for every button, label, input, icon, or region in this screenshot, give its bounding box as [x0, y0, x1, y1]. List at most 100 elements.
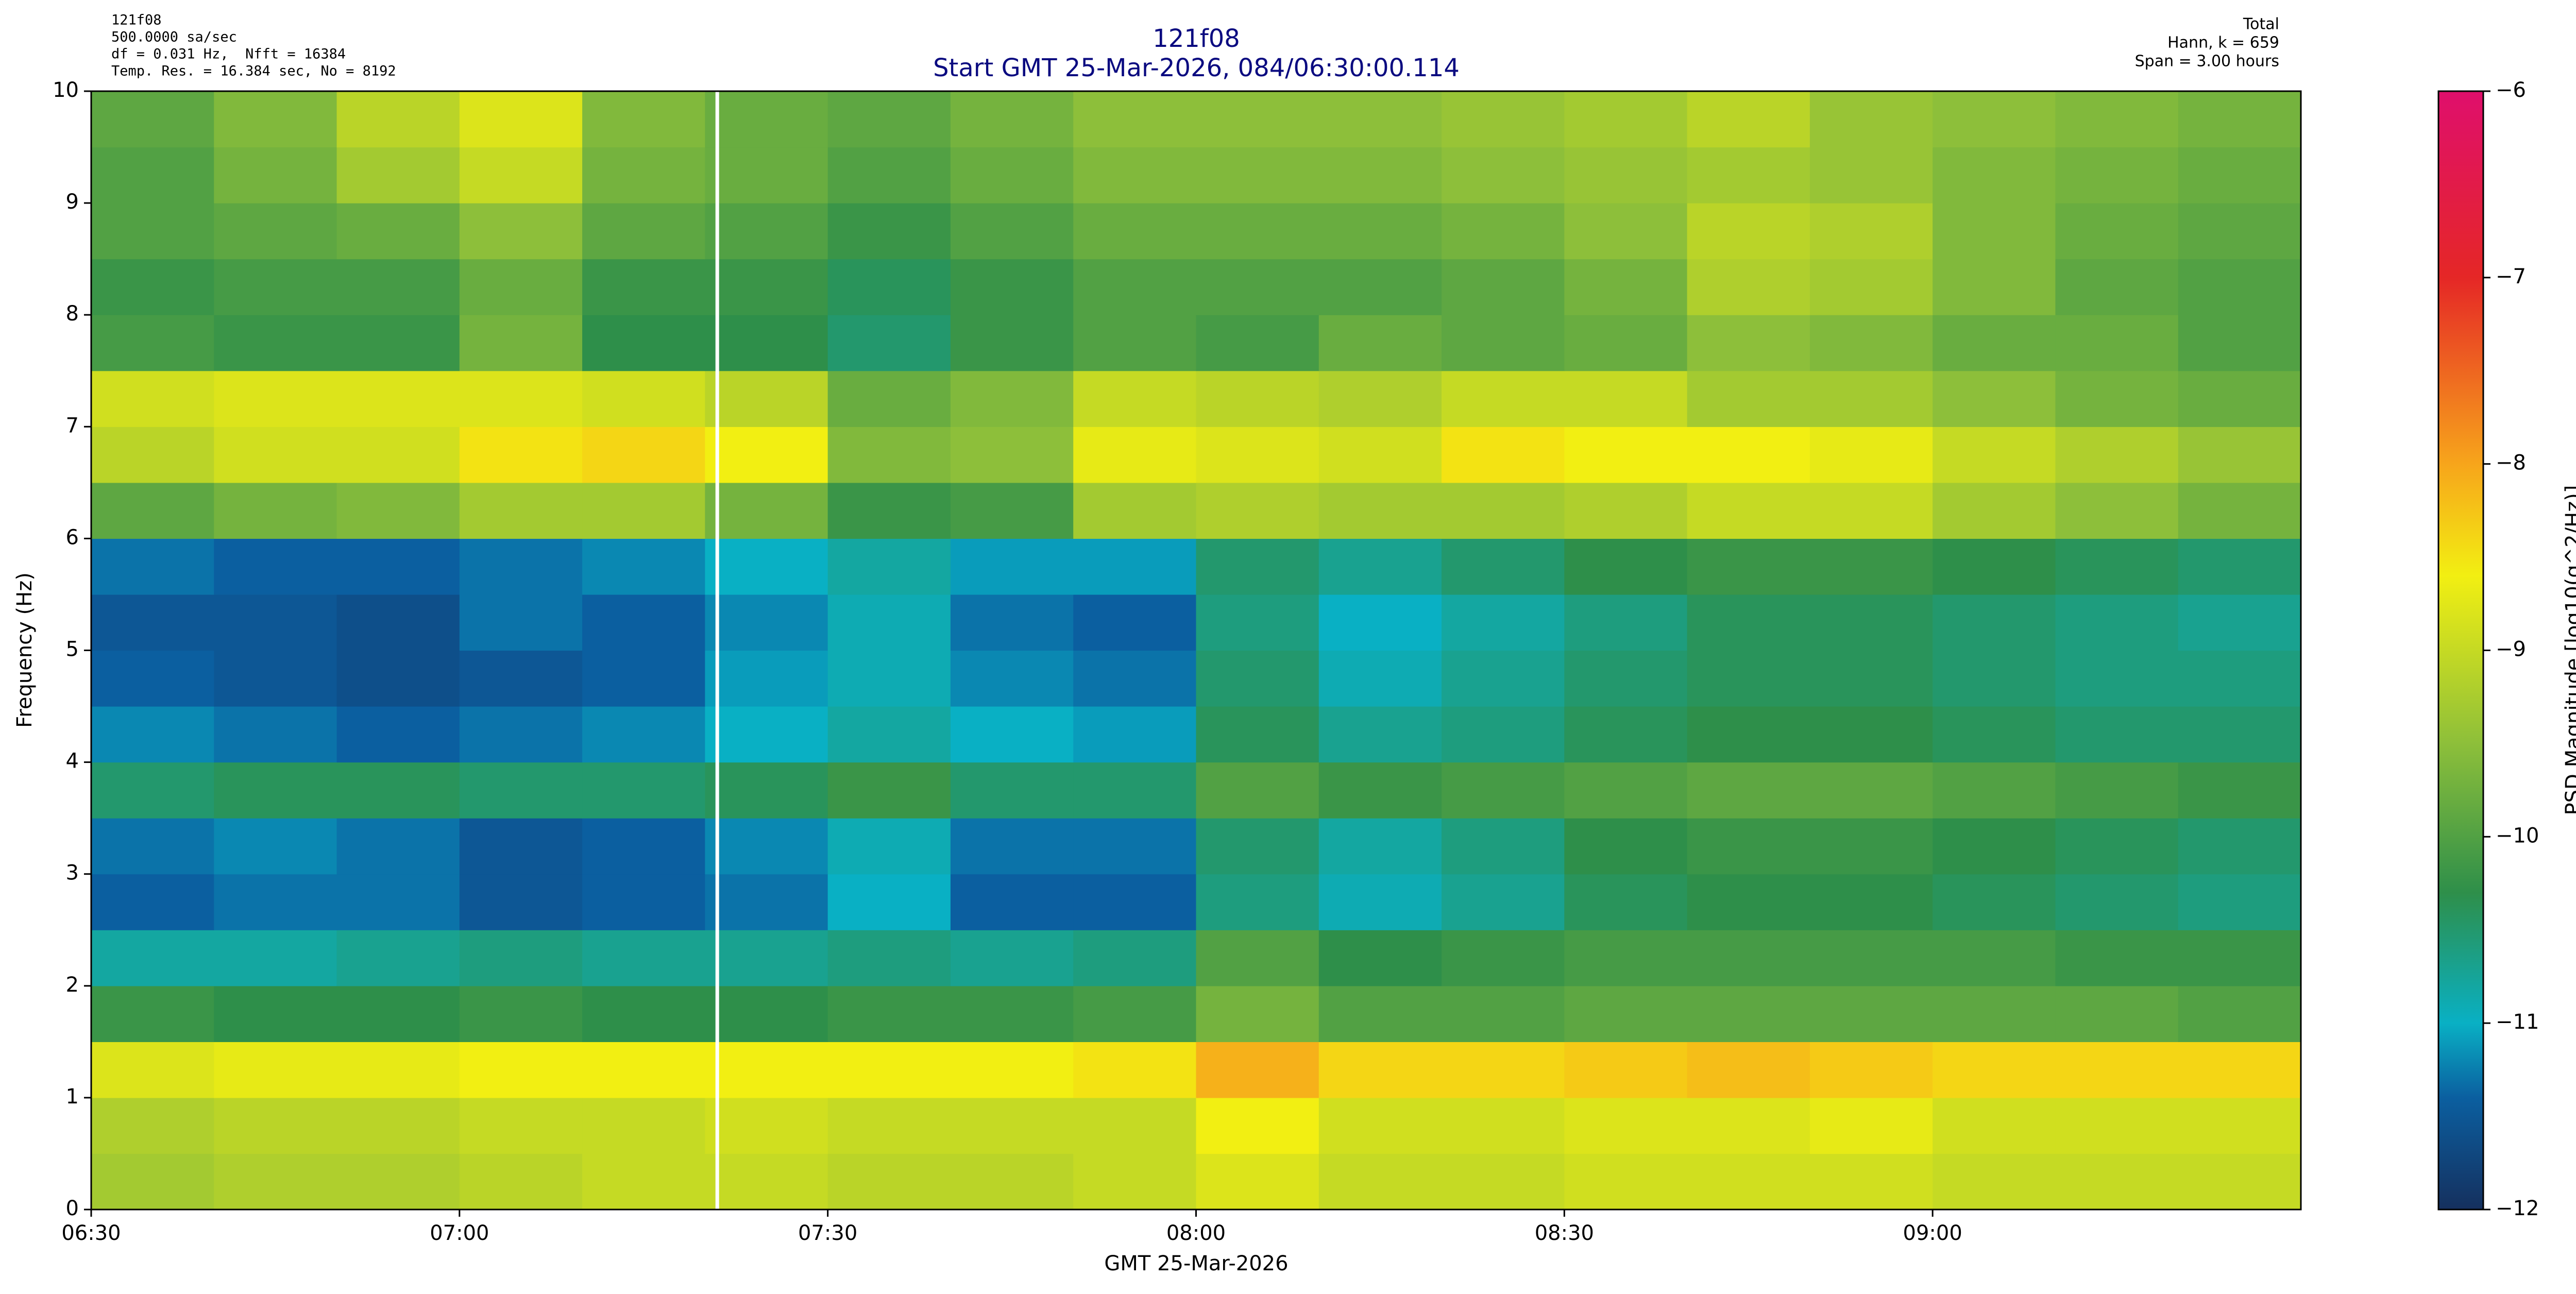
heatmap-cell: [827, 985, 951, 1042]
heatmap-cell: [2178, 147, 2301, 203]
heatmap-cell: [1687, 1153, 1810, 1210]
heatmap-cell: [1073, 315, 1197, 371]
heatmap-cell: [1564, 259, 1688, 315]
heatmap-cell: [950, 482, 1074, 539]
heatmap-cell: [2178, 1042, 2301, 1098]
heatmap-cell: [336, 315, 460, 371]
heatmap-cell: [1687, 203, 1810, 260]
heatmap-cell: [1564, 538, 1688, 595]
heatmap-cell: [1933, 1153, 2056, 1210]
heatmap-cell: [1933, 427, 2056, 483]
heatmap-cell: [1687, 259, 1810, 315]
heatmap-cell: [91, 594, 214, 651]
heatmap-cell: [1318, 1153, 1442, 1210]
heatmap-cell: [1073, 91, 1197, 148]
chart-subtitle: Start GMT 25-Mar-2026, 084/06:30:00.114: [933, 54, 1460, 82]
heatmap-cell: [1073, 650, 1197, 707]
heatmap-cell: [214, 427, 337, 483]
heatmap-cell: [1442, 538, 1565, 595]
heatmap-cell: [1933, 818, 2056, 875]
heatmap-cell: [214, 650, 337, 707]
heatmap-cell: [1318, 203, 1442, 260]
heatmap-cell: [827, 370, 951, 427]
heatmap-cell: [336, 1153, 460, 1210]
heatmap-cell: [2055, 762, 2179, 819]
heatmap-cell: [2055, 594, 2179, 651]
heatmap-cell: [1073, 1097, 1197, 1154]
heatmap-cell: [950, 1153, 1074, 1210]
heatmap-cell: [2178, 370, 2301, 427]
heatmap-cell: [705, 203, 828, 260]
heatmap-cell: [1809, 147, 1933, 203]
heatmap-cell: [1933, 370, 2056, 427]
heatmap-cell: [1564, 147, 1688, 203]
heatmap-cell: [1318, 315, 1442, 371]
heatmap-cell: [91, 1042, 214, 1098]
heatmap-cell: [2055, 538, 2179, 595]
heatmap-cell: [582, 650, 705, 707]
heatmap-cell: [336, 1097, 460, 1154]
heatmap-cell: [1933, 147, 2056, 203]
heatmap-cell: [91, 427, 214, 483]
heatmap-cell: [1196, 762, 1319, 819]
heatmap-cell: [1809, 427, 1933, 483]
heatmap-cell: [1196, 1153, 1319, 1210]
heatmap-cell: [1318, 930, 1442, 986]
heatmap-cell: [1687, 1042, 1810, 1098]
heatmap-cell: [91, 147, 214, 203]
heatmap-cell: [459, 1097, 583, 1154]
heatmap-cell: [1687, 315, 1810, 371]
heatmap-cell: [2178, 538, 2301, 595]
heatmap-cell: [950, 594, 1074, 651]
heatmap-cell: [1687, 147, 1810, 203]
heatmap-cell: [1564, 482, 1688, 539]
heatmap-cell: [1073, 1042, 1197, 1098]
heatmap-cell: [91, 1097, 214, 1154]
heatmap-cell: [214, 259, 337, 315]
heatmap-cell: [1073, 203, 1197, 260]
heatmap-cell: [2055, 91, 2179, 148]
heatmap-cell: [1809, 650, 1933, 707]
heatmap-cell: [1933, 482, 2056, 539]
heatmap-cell: [1687, 482, 1810, 539]
heatmap-cell: [2178, 482, 2301, 539]
heatmap-cell: [91, 1153, 214, 1210]
y-tick-label: 10: [53, 78, 79, 102]
heatmap-cell: [1933, 91, 2056, 148]
heatmap-cell: [2055, 706, 2179, 763]
heatmap-cell: [336, 706, 460, 763]
heatmap-cell: [950, 370, 1074, 427]
heatmap-cell: [1933, 259, 2056, 315]
heatmap-cell: [950, 427, 1074, 483]
heatmap-cell: [2055, 1097, 2179, 1154]
heatmap-cell: [91, 650, 214, 707]
heatmap-cell: [1442, 259, 1565, 315]
heatmap-cell: [1196, 482, 1319, 539]
heatmap-cell: [1442, 1042, 1565, 1098]
heatmap-cell: [950, 818, 1074, 875]
heatmap-cell: [1196, 315, 1319, 371]
heatmap-cell: [1809, 1042, 1933, 1098]
heatmap-cell: [336, 1042, 460, 1098]
heatmap-cell: [827, 427, 951, 483]
heatmap-cell: [950, 1042, 1074, 1098]
heatmap-cell: [1687, 874, 1810, 930]
heatmap-cell: [91, 818, 214, 875]
heatmap-cell: [91, 370, 214, 427]
colorbar-tick-label: −9: [2496, 638, 2526, 661]
heatmap-cell: [459, 259, 583, 315]
heatmap-cell: [1564, 762, 1688, 819]
heatmap-cell: [1442, 482, 1565, 539]
heatmap-cell: [2178, 1153, 2301, 1210]
heatmap-cell: [1196, 1042, 1319, 1098]
heatmap-cell: [2055, 427, 2179, 483]
heatmap-cell: [1933, 594, 2056, 651]
heatmap-cell: [1442, 762, 1565, 819]
heatmap-cell: [705, 538, 828, 595]
heatmap-cell: [582, 147, 705, 203]
x-tick-label: 08:00: [1166, 1221, 1226, 1245]
heatmap-cell: [1196, 91, 1319, 148]
heatmap-cell: [1196, 706, 1319, 763]
heatmap-cell: [459, 427, 583, 483]
heatmap-cell: [459, 147, 583, 203]
